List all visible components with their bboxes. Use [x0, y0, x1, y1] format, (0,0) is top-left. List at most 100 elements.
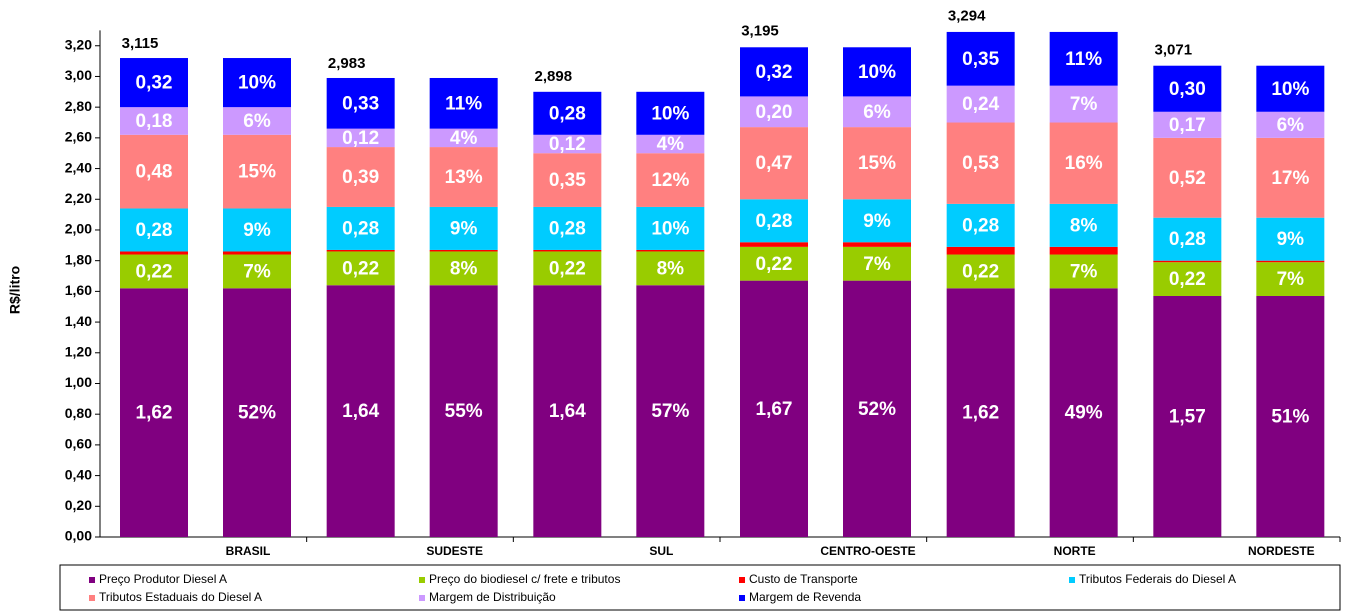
bar-segment [636, 249, 705, 252]
bar-segment [1256, 217, 1325, 261]
bar-segment [1256, 295, 1325, 537]
y-tick-label: 1,80 [65, 251, 92, 267]
bar-segment [1049, 288, 1118, 537]
data-label: 0,35 [549, 170, 586, 191]
data-label: 0,33 [342, 93, 379, 114]
x-tick-label: SUDESTE [426, 544, 483, 558]
data-label: 1,57 [1169, 407, 1206, 428]
bar-segment [1049, 122, 1118, 204]
data-label: 0,18 [136, 111, 173, 132]
bar-segment [120, 251, 188, 255]
y-tick-label: 2,80 [65, 98, 92, 114]
data-label: 9% [450, 218, 478, 239]
data-label: 0,30 [1169, 79, 1206, 100]
bar-segment [636, 153, 705, 207]
bar-segment [636, 134, 705, 154]
bar-segment [843, 242, 911, 247]
legend-label: Preço do biodiesel c/ frete e tributos [429, 572, 620, 586]
data-label: 1,67 [756, 399, 793, 420]
data-label: 11% [445, 93, 482, 114]
data-label: 49% [1065, 403, 1103, 424]
data-label: 7% [1277, 269, 1305, 290]
data-label: 15% [238, 162, 276, 183]
bar-segment [740, 199, 808, 243]
data-label: 52% [238, 403, 276, 424]
y-tick-label: 1,60 [65, 282, 92, 298]
bar-segment [843, 47, 911, 97]
bar-segment [946, 85, 1015, 123]
legend-swatch [739, 595, 745, 601]
y-tick-label: 0,60 [65, 436, 92, 452]
data-label: 9% [863, 211, 891, 232]
data-label: 11% [1065, 49, 1102, 70]
bar-segment [946, 203, 1015, 247]
bar-segment [429, 249, 498, 252]
total-label: 3,195 [741, 22, 779, 39]
legend-label: Margem de Distribuição [429, 590, 556, 604]
data-label: 0,28 [756, 211, 793, 232]
data-label: 1,62 [136, 403, 173, 424]
total-label: 3,294 [948, 7, 986, 24]
bar-segment [533, 249, 602, 252]
x-tick-label: NORDESTE [1248, 544, 1315, 558]
bar-segment [1049, 85, 1118, 123]
bar-segment [843, 199, 911, 243]
y-tick-label: 1,40 [65, 313, 92, 329]
bar-segment [1153, 137, 1222, 218]
data-label: 0,53 [962, 153, 999, 174]
x-tick-label: NORTE [1054, 544, 1096, 558]
legend-label: Custo de Transporte [749, 572, 858, 586]
data-label: 0,22 [1169, 269, 1206, 290]
bar-segment [1049, 254, 1118, 289]
bar-segment [843, 246, 911, 281]
legend-swatch [89, 595, 95, 601]
data-label: 0,28 [1169, 229, 1206, 250]
data-label: 4% [450, 128, 478, 149]
bar-segment [636, 206, 705, 250]
data-label: 8% [450, 258, 478, 279]
bar-segment [429, 128, 498, 148]
bar-segment [120, 58, 188, 108]
bar-segment [1256, 65, 1325, 112]
data-label: 0,28 [549, 218, 586, 239]
bar-segment [120, 288, 188, 537]
bar-segment [223, 58, 291, 108]
bar-segment [326, 128, 395, 148]
bar-segment [843, 127, 911, 200]
data-label: 1,64 [549, 401, 586, 422]
bar-segment [1256, 262, 1325, 296]
bar-segment [223, 288, 291, 537]
bar-segment [533, 251, 602, 286]
bar-segment [326, 206, 395, 250]
legend-swatch [739, 577, 745, 583]
data-label: 7% [243, 261, 271, 282]
data-label: 0,12 [549, 134, 586, 155]
data-label: 0,52 [1169, 168, 1206, 189]
data-label: 7% [1070, 94, 1098, 115]
total-label: 3,115 [122, 35, 159, 52]
bar-segment [740, 246, 808, 281]
data-label: 6% [863, 102, 891, 123]
bar-segment [740, 280, 808, 537]
bar-segment [120, 254, 188, 289]
data-label: 51% [1271, 407, 1309, 428]
bar-segment [223, 134, 291, 209]
data-label: 15% [858, 153, 896, 174]
bar-segment [223, 208, 291, 252]
data-label: 0,32 [136, 73, 173, 94]
bar-segment [843, 280, 911, 537]
data-label: 9% [1277, 229, 1305, 250]
bar-segment [740, 242, 808, 247]
y-tick-label: 2,20 [65, 190, 92, 206]
bar-segment [740, 47, 808, 97]
data-label: 0,22 [136, 261, 173, 282]
bar-segment [533, 206, 602, 250]
bar-segment [429, 77, 498, 129]
bar-segment [429, 251, 498, 286]
data-label: 0,39 [342, 167, 379, 188]
bar-segment [946, 254, 1015, 289]
bar-segment [326, 249, 395, 252]
y-tick-label: 2,60 [65, 129, 92, 145]
data-label: 0,17 [1169, 115, 1206, 136]
total-label: 2,898 [535, 68, 573, 85]
